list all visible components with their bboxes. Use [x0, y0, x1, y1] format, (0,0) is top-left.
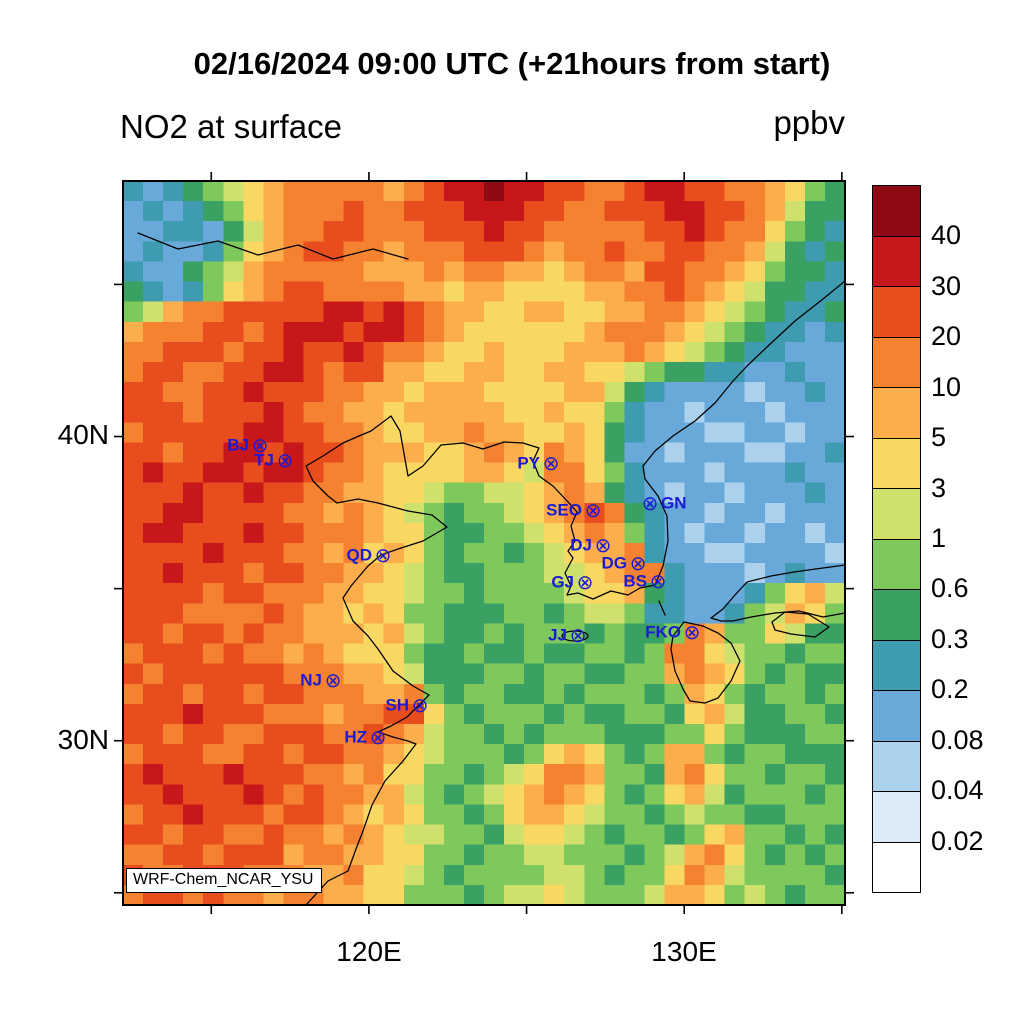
station-marker-tj: ⊗: [277, 448, 294, 472]
station-label-nj: NJ: [300, 671, 322, 690]
colorbar-segment: [873, 387, 920, 438]
station-marker-hz: ⊗: [370, 725, 387, 749]
model-label: WRF-Chem_NCAR_YSU: [126, 868, 323, 893]
station-label-gn: GN: [661, 494, 687, 513]
station-marker-jj: ⊗: [570, 623, 587, 647]
colorbar-segment: [873, 437, 920, 488]
station-layer: ⊗BJ⊗TJ ⊗PY⊗SEO ⊗ GN⊗QD ⊗DJ⊗DG⊗GJ ⊗BS⊗JJ ⊗FKO⊗N…: [227, 433, 700, 749]
colorbar-label: 10: [931, 371, 962, 402]
map-frame: [122, 180, 846, 906]
colorbar-segment: [873, 690, 920, 741]
station-marker-gj: ⊗: [577, 570, 594, 594]
jeju-island-outline: [561, 630, 589, 642]
colorbar-label: 0.02: [931, 825, 984, 856]
colorbar-label: 1: [931, 523, 947, 553]
station-marker-fko: ⊗: [684, 620, 701, 644]
station-marker-nj: ⊗: [325, 668, 342, 692]
colorbar-label: 0.08: [931, 724, 984, 755]
station-label-bs: BS: [623, 572, 647, 591]
colorbar-label: 0.6: [931, 573, 969, 604]
station-label-dg: DG: [602, 554, 628, 573]
colorbar-label: 0.2: [931, 674, 969, 705]
station-marker-bs: ⊗: [650, 569, 667, 593]
colorbar-segment: [873, 235, 920, 286]
colorbar-segment: [873, 538, 920, 589]
lat-label-40n: 40N: [57, 419, 109, 450]
lon-label-120e: 120E: [336, 936, 402, 967]
colorbar-segment: [873, 286, 920, 337]
station-marker-dj: ⊗: [595, 533, 612, 557]
station-label-py: PY: [517, 454, 540, 473]
colorbar-label: 20: [931, 321, 962, 352]
heatmap-layer: [123, 181, 846, 906]
station-label-tj: TJ: [254, 451, 274, 470]
station-label-qd: QD: [347, 546, 373, 565]
graticule-ticks: [114, 172, 854, 914]
colorbar-label: 0.04: [931, 775, 984, 806]
colorbar-label: 0.3: [931, 623, 969, 654]
colorbar-segment: [873, 841, 920, 892]
map-plot: ⊗BJ⊗TJ ⊗PY⊗SEO ⊗ GN⊗QD ⊗DJ⊗DG⊗GJ ⊗BS⊗JJ ⊗FKO⊗N…: [114, 172, 854, 914]
station-marker-qd: ⊗: [375, 543, 392, 567]
colorbar: [872, 185, 921, 893]
colorbar-segment: [873, 488, 920, 539]
colorbar-segment: [873, 791, 920, 842]
colorbar-segment: [873, 639, 920, 690]
units-label: ppbv: [773, 104, 845, 141]
colorbar-label: 30: [931, 270, 962, 301]
colorbar-label: 3: [931, 472, 947, 503]
coastline-layer: [137, 232, 846, 906]
station-label-gj: GJ: [551, 573, 574, 592]
lon-label-130e: 130E: [651, 936, 717, 967]
station-label-jj: JJ: [548, 626, 567, 645]
station-marker-gn: ⊗: [642, 491, 659, 515]
colorbar-segment: [873, 186, 920, 236]
station-marker-py: ⊗: [543, 451, 560, 475]
station-label-fko: FKO: [645, 623, 681, 642]
station-marker-seo: ⊗: [585, 498, 602, 522]
station-marker-sh: ⊗: [412, 693, 429, 717]
colorbar-segment: [873, 336, 920, 387]
lat-label-30n: 30N: [57, 724, 109, 755]
colorbar-segment: [873, 589, 920, 640]
figure-title: 02/16/2024 09:00 UTC (+21hours from star…: [193, 46, 831, 81]
variable-title: NO2 at surface: [120, 108, 342, 145]
station-label-sh: SH: [385, 696, 409, 715]
colorbar-label: 40: [931, 220, 962, 251]
station-label-hz: HZ: [344, 728, 367, 747]
station-label-dj: DJ: [570, 536, 592, 555]
station-label-bj: BJ: [227, 436, 249, 455]
station-marker-dg: ⊗: [630, 551, 647, 575]
colorbar-label: 5: [931, 422, 947, 453]
station-marker-bj: ⊗: [252, 433, 269, 457]
station-label-seo: SEO: [546, 501, 582, 520]
colorbar-segment: [873, 740, 920, 791]
